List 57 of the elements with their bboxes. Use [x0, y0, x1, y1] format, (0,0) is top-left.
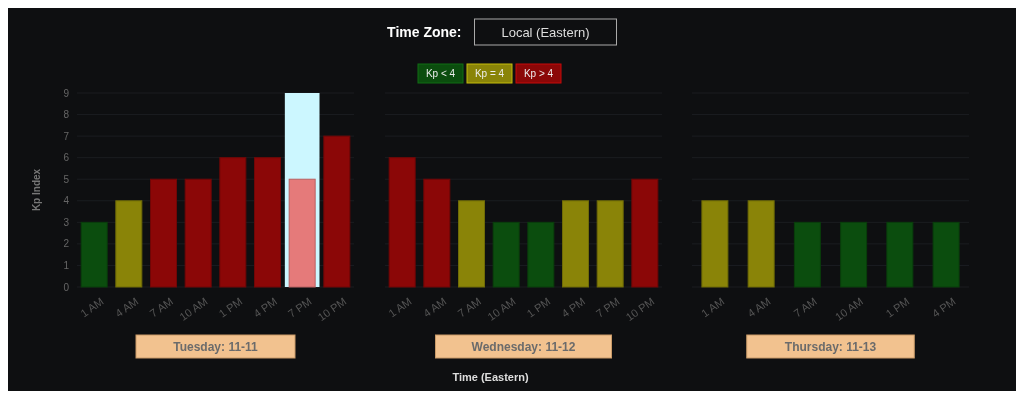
- x-tick-label: 7 PM: [593, 295, 622, 320]
- bar: [388, 157, 416, 288]
- y-tick-label: 3: [63, 216, 70, 228]
- bar: [184, 178, 212, 288]
- bar: [458, 200, 485, 288]
- bar: [150, 178, 177, 288]
- x-axis-title: Wednesday: 11-12: [471, 340, 576, 355]
- x-tick-label: 4 AM: [112, 295, 141, 320]
- x-tick-label: 4 AM: [745, 295, 773, 320]
- x-tick-label: 7 AM: [791, 295, 819, 320]
- x-axis-title: Tuesday: 11-11: [173, 340, 259, 355]
- x-tick-label: 1 AM: [78, 295, 106, 320]
- bar: [492, 221, 520, 288]
- x-tick-label: 7 PM: [285, 295, 314, 320]
- x-tick-label: 10 PM: [623, 295, 657, 324]
- x-tick-label: 10 AM: [177, 295, 210, 323]
- x-tick-label: 7 AM: [147, 295, 176, 320]
- text: Kp < 4: [425, 68, 456, 79]
- y-tick-label: 2: [63, 238, 70, 250]
- chart-title: Time Zone:: [387, 23, 462, 40]
- bar: [562, 200, 589, 288]
- x-tick-label: 1 PM: [216, 295, 245, 320]
- x-axis-title: Thursday: 11-13: [784, 340, 877, 355]
- y-tick-label: 9: [63, 87, 70, 99]
- y-tick-label: 1: [63, 259, 70, 271]
- text: Time (Eastern): [452, 370, 529, 383]
- y-tick-label: 6: [63, 152, 70, 164]
- bar: [596, 200, 624, 288]
- y-tick-label: 5: [63, 173, 70, 185]
- x-tick-label: 1 PM: [524, 295, 553, 320]
- x-tick-label: 4 PM: [929, 295, 958, 320]
- x-tick-label: 4 AM: [420, 295, 449, 320]
- text: Kp > 4: [523, 68, 554, 79]
- bar: [80, 221, 108, 288]
- bar: [527, 221, 555, 288]
- x-tick-label: 7 AM: [455, 295, 484, 320]
- y-tick-label: 0: [63, 281, 70, 293]
- x-tick-label: 10 AM: [485, 295, 518, 323]
- bar: [219, 157, 247, 288]
- bar: [631, 178, 659, 288]
- x-tick-label: 4 PM: [559, 295, 588, 320]
- x-tick-label: 1 PM: [883, 295, 912, 320]
- bar: [423, 178, 451, 288]
- y-tick-label: 7: [63, 130, 70, 142]
- bar: [323, 135, 351, 288]
- x-tick-label: 1 AM: [699, 295, 727, 320]
- bar: [115, 200, 143, 288]
- y-axis-title: Kp Index: [31, 168, 42, 212]
- bar: [254, 157, 281, 288]
- x-tick-label: 1 AM: [386, 295, 414, 320]
- y-tick-label: 4: [63, 195, 70, 207]
- text: Kp = 4: [474, 68, 505, 79]
- x-tick-label: 10 AM: [832, 295, 866, 323]
- text: Local (Eastern): [501, 24, 590, 40]
- x-tick-label: 4 PM: [251, 295, 280, 320]
- x-tick-label: 10 PM: [315, 295, 349, 324]
- y-tick-label: 8: [63, 109, 70, 121]
